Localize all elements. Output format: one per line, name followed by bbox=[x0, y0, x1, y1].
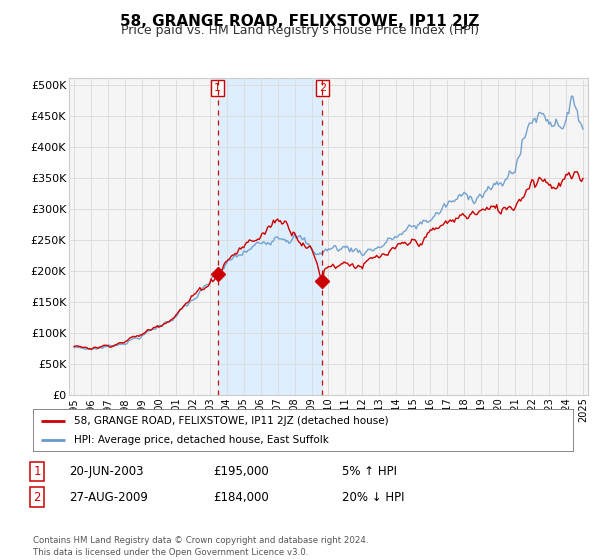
Text: 27-AUG-2009: 27-AUG-2009 bbox=[69, 491, 148, 504]
Text: £184,000: £184,000 bbox=[213, 491, 269, 504]
Bar bbox=[218, 78, 322, 395]
Text: Price paid vs. HM Land Registry's House Price Index (HPI): Price paid vs. HM Land Registry's House … bbox=[121, 24, 479, 37]
Text: 2: 2 bbox=[319, 83, 326, 93]
Text: 2: 2 bbox=[34, 491, 41, 504]
Text: 5% ↑ HPI: 5% ↑ HPI bbox=[342, 465, 397, 478]
Text: £195,000: £195,000 bbox=[213, 465, 269, 478]
Text: 1: 1 bbox=[34, 465, 41, 478]
Text: 20% ↓ HPI: 20% ↓ HPI bbox=[342, 491, 404, 504]
Text: 58, GRANGE ROAD, FELIXSTOWE, IP11 2JZ: 58, GRANGE ROAD, FELIXSTOWE, IP11 2JZ bbox=[121, 14, 479, 29]
Text: Contains HM Land Registry data © Crown copyright and database right 2024.
This d: Contains HM Land Registry data © Crown c… bbox=[33, 536, 368, 557]
Text: 58, GRANGE ROAD, FELIXSTOWE, IP11 2JZ (detached house): 58, GRANGE ROAD, FELIXSTOWE, IP11 2JZ (d… bbox=[74, 416, 388, 426]
Text: HPI: Average price, detached house, East Suffolk: HPI: Average price, detached house, East… bbox=[74, 435, 328, 445]
Text: 20-JUN-2003: 20-JUN-2003 bbox=[69, 465, 143, 478]
Text: 1: 1 bbox=[214, 83, 221, 93]
